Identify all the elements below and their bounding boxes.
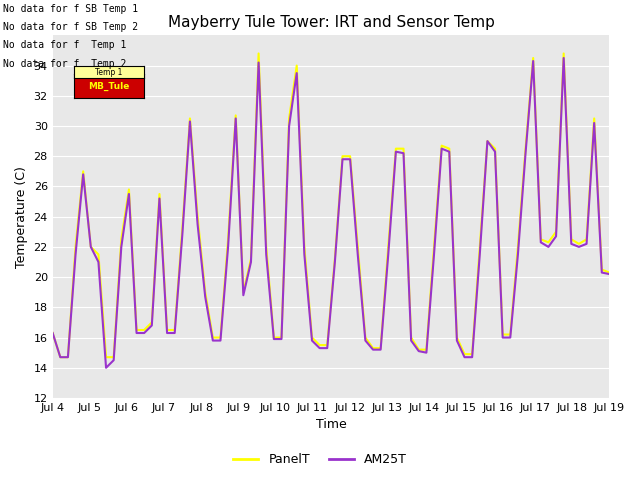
X-axis label: Time: Time — [316, 419, 346, 432]
Legend: PanelT, AM25T: PanelT, AM25T — [228, 448, 412, 471]
Text: No data for f  Temp 1: No data for f Temp 1 — [3, 40, 127, 50]
Title: Mayberry Tule Tower: IRT and Sensor Temp: Mayberry Tule Tower: IRT and Sensor Temp — [168, 15, 495, 30]
Text: No data for f SB Temp 1: No data for f SB Temp 1 — [3, 4, 138, 14]
Text: MB_Tule: MB_Tule — [88, 82, 129, 91]
Y-axis label: Temperature (C): Temperature (C) — [15, 166, 28, 267]
Text: Temp 1: Temp 1 — [95, 68, 122, 77]
Text: No data for f  Temp 2: No data for f Temp 2 — [3, 59, 127, 69]
Text: No data for f SB Temp 2: No data for f SB Temp 2 — [3, 22, 138, 32]
